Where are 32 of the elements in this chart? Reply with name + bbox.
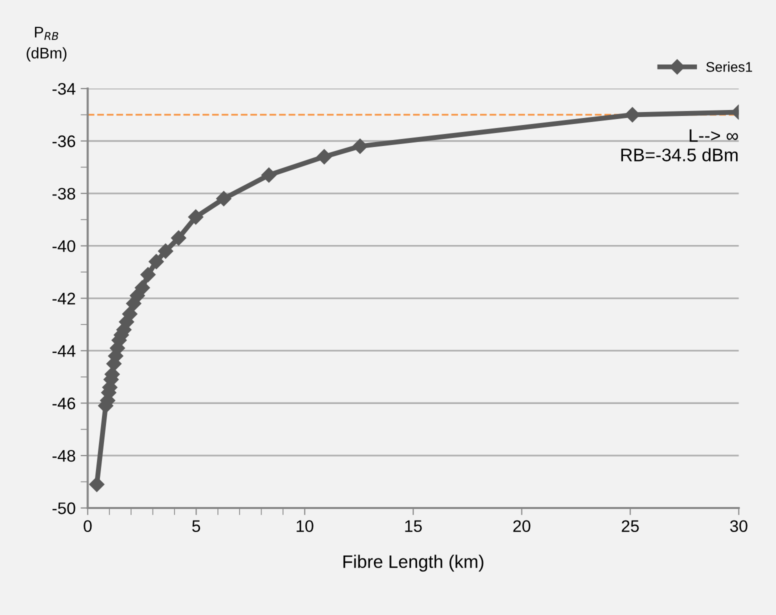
x-tick-label: 30 <box>730 520 748 532</box>
y-tick-label: -42 <box>52 292 76 304</box>
y-tick-label: -38 <box>52 188 76 200</box>
point <box>188 209 204 225</box>
point <box>134 280 150 296</box>
point <box>89 476 104 492</box>
x-tick-label: 5 <box>192 520 200 532</box>
point <box>352 138 368 154</box>
point <box>624 107 640 122</box>
x-tick-label: 20 <box>513 520 530 532</box>
x-axis-title: Fibre Length (km) <box>343 554 484 572</box>
x-tick-label: 10 <box>296 520 314 532</box>
point <box>316 149 332 164</box>
point <box>261 168 276 183</box>
point <box>216 191 232 206</box>
x-tick-label: 0 <box>84 520 92 532</box>
point <box>171 230 186 246</box>
y-tick-label: -44 <box>52 345 76 357</box>
y-tick-label: -46 <box>52 398 76 410</box>
y-axis-title: P$_{RB}$ (dBm) <box>26 26 66 62</box>
point <box>140 267 156 282</box>
x-tick-label: 15 <box>405 520 422 532</box>
y-tick-label: -48 <box>52 450 76 462</box>
y-tick-label: -34 <box>52 82 76 95</box>
x-tick-label: 25 <box>622 520 639 532</box>
legend-label: Series1 <box>706 62 752 72</box>
annotation: L--> ∞ RB=-34.5 dBm <box>621 129 738 162</box>
y-tick-label: -50 <box>52 502 76 514</box>
point <box>148 254 164 270</box>
point <box>158 244 174 259</box>
y-tick-label: -36 <box>52 135 76 148</box>
y-tick-label: -40 <box>52 240 76 252</box>
